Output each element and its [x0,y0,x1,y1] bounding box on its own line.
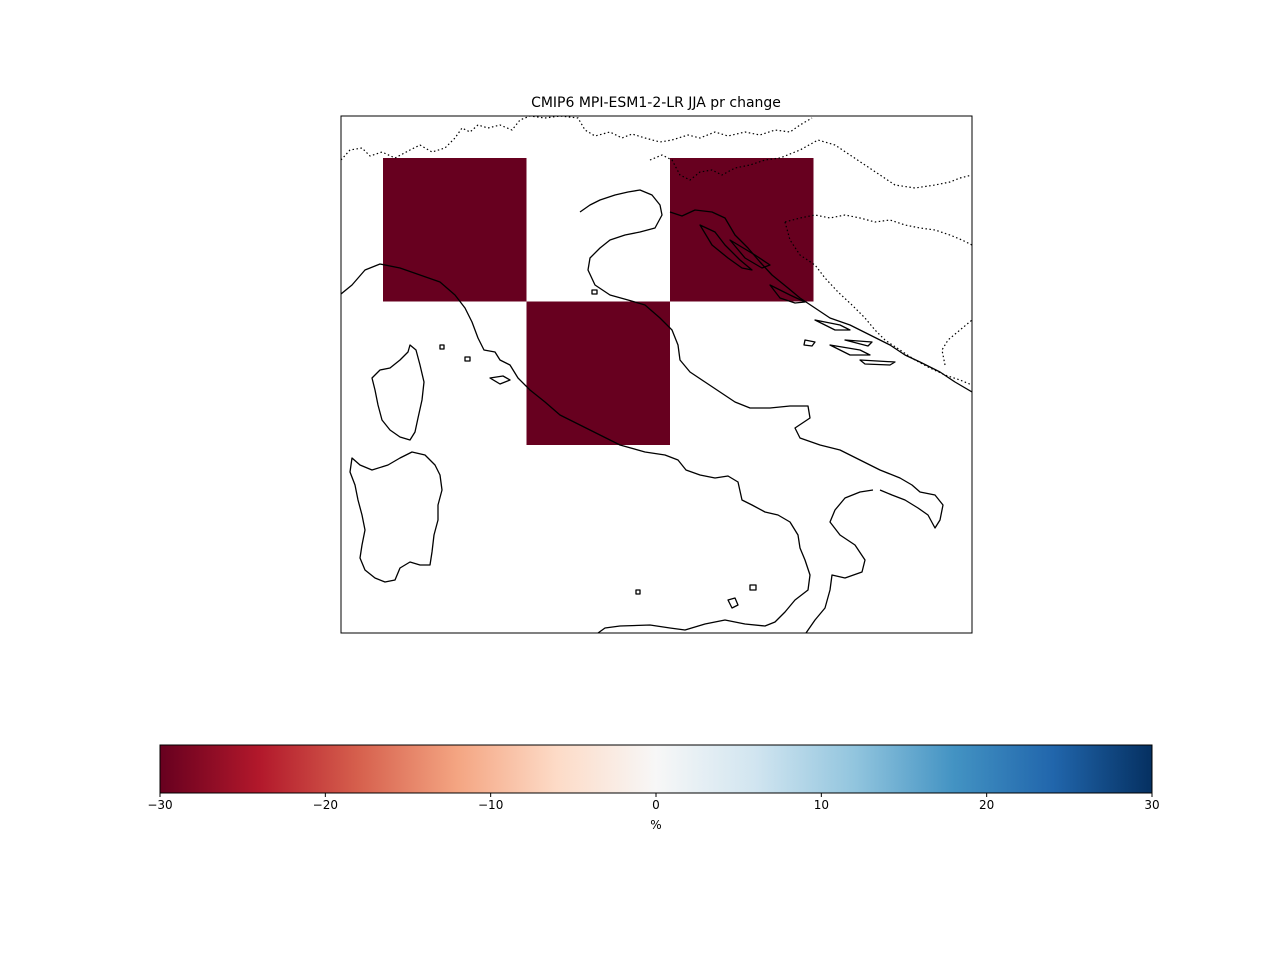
small-island [591,289,598,295]
data-cells [383,158,814,445]
colorbar-ticks: −30 −20 −10 0 10 20 30 [147,793,1160,812]
colorbar-label: % [650,818,661,832]
colorbar-tick-label: 10 [814,798,829,812]
small-island [803,339,816,347]
small-island [439,344,445,350]
colorbar-tick-label: 30 [1144,798,1159,812]
data-cell [383,158,527,302]
slovenia-border [649,139,972,189]
map-axes [340,115,973,634]
colorbar-tick-label: 20 [979,798,994,812]
croatia-islands [699,224,896,366]
alps-border [341,116,813,161]
sardinia [349,451,443,583]
data-cell [670,158,814,302]
data-cell [526,301,670,445]
colorbar-gradient-bar [160,745,1152,793]
elba-island [489,375,511,385]
colorbar-tick-label: 0 [652,798,660,812]
map-title: CMIP6 MPI-ESM1-2-LR JJA pr change [531,95,781,111]
montenegro-border [941,319,972,366]
map-frame [340,115,973,634]
italy-west-coast [341,263,811,633]
colorbar: −30 −20 −10 0 10 20 30 % [147,744,1160,832]
bosnia-border [784,214,972,246]
country-borders [341,116,972,386]
colorbar-tick-label: −10 [478,798,503,812]
calabria-coast [805,489,874,633]
italy-adriatic-coast [579,189,944,529]
corsica [371,344,425,441]
small-island [727,597,739,609]
small-island [464,356,471,362]
small-island [749,584,757,591]
colorbar-tick-label: −20 [313,798,338,812]
colorbar-tick-label: −30 [147,798,172,812]
small-island [635,589,641,595]
